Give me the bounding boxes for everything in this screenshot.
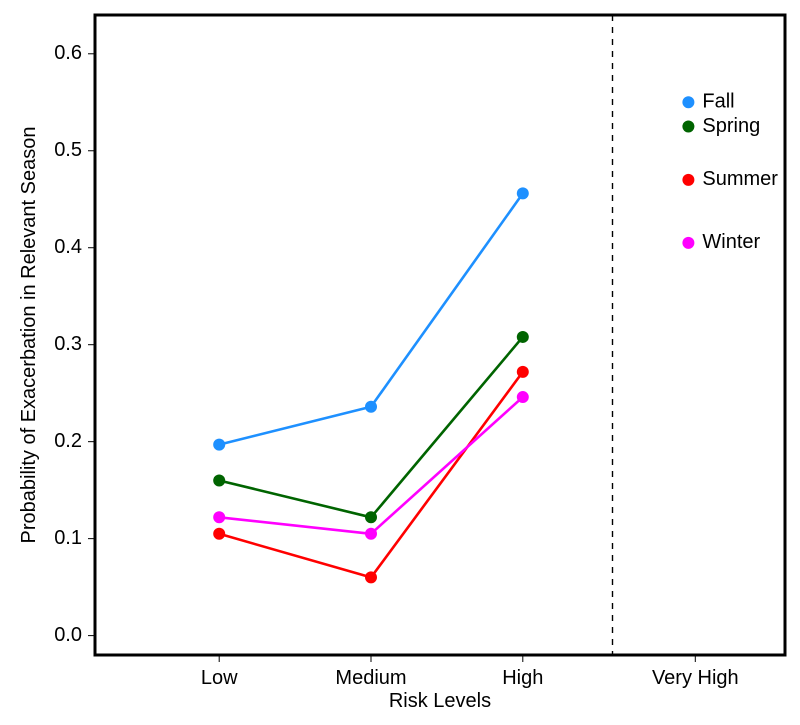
series-point-spring: [365, 511, 377, 523]
series-point-winter: [213, 511, 225, 523]
y-tick-label: 0.5: [54, 139, 82, 161]
series-point-fall: [517, 187, 529, 199]
line-chart: 0.0 0.1 0.2 0.3 0.4 0.5 0.6 Low Medium High Very H…: [0, 0, 800, 725]
legend-label: Winter: [702, 231, 760, 253]
y-tick-label: 0.0: [54, 624, 82, 646]
y-tick-label: 0.3: [54, 333, 82, 355]
series-point-summer: [213, 528, 225, 540]
series-point-spring: [213, 474, 225, 486]
chart-container: 0.0 0.1 0.2 0.3 0.4 0.5 0.6 Low Medium High Very H…: [0, 0, 800, 725]
legend-label: Spring: [702, 115, 760, 137]
y-tick-label: 0.1: [54, 527, 82, 549]
series-point-winter: [365, 528, 377, 540]
x-tick-label: Very High: [652, 667, 739, 689]
series-point-summer: [517, 366, 529, 378]
y-tick-label: 0.6: [54, 42, 82, 64]
legend-marker: [682, 96, 694, 108]
y-axis-label: Probability of Exacerbation in Relevant …: [18, 127, 40, 544]
series-point-fall: [213, 439, 225, 451]
plot-panel: [95, 15, 785, 655]
y-tick-label: 0.4: [54, 236, 82, 258]
series-point-summer: [365, 571, 377, 583]
x-tick-label: High: [502, 667, 543, 689]
series-point-spring: [517, 331, 529, 343]
series-point-fall: [365, 401, 377, 413]
legend-label: Fall: [702, 91, 734, 113]
legend-marker: [682, 237, 694, 249]
x-tick-label: Low: [201, 667, 238, 689]
x-tick-label: Medium: [335, 667, 406, 689]
series-point-winter: [517, 391, 529, 403]
legend-marker: [682, 121, 694, 133]
y-tick-label: 0.2: [54, 430, 82, 452]
legend-marker: [682, 174, 694, 186]
x-axis-label: Risk Levels: [389, 690, 491, 712]
legend-label: Summer: [702, 168, 778, 190]
